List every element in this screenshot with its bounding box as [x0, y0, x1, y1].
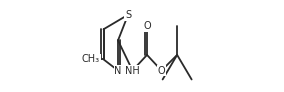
Text: O: O	[158, 66, 165, 76]
Text: O: O	[143, 21, 151, 31]
Text: NH: NH	[125, 66, 140, 76]
Text: S: S	[125, 10, 131, 20]
Text: N: N	[114, 66, 122, 76]
Text: CH₃: CH₃	[82, 54, 100, 64]
